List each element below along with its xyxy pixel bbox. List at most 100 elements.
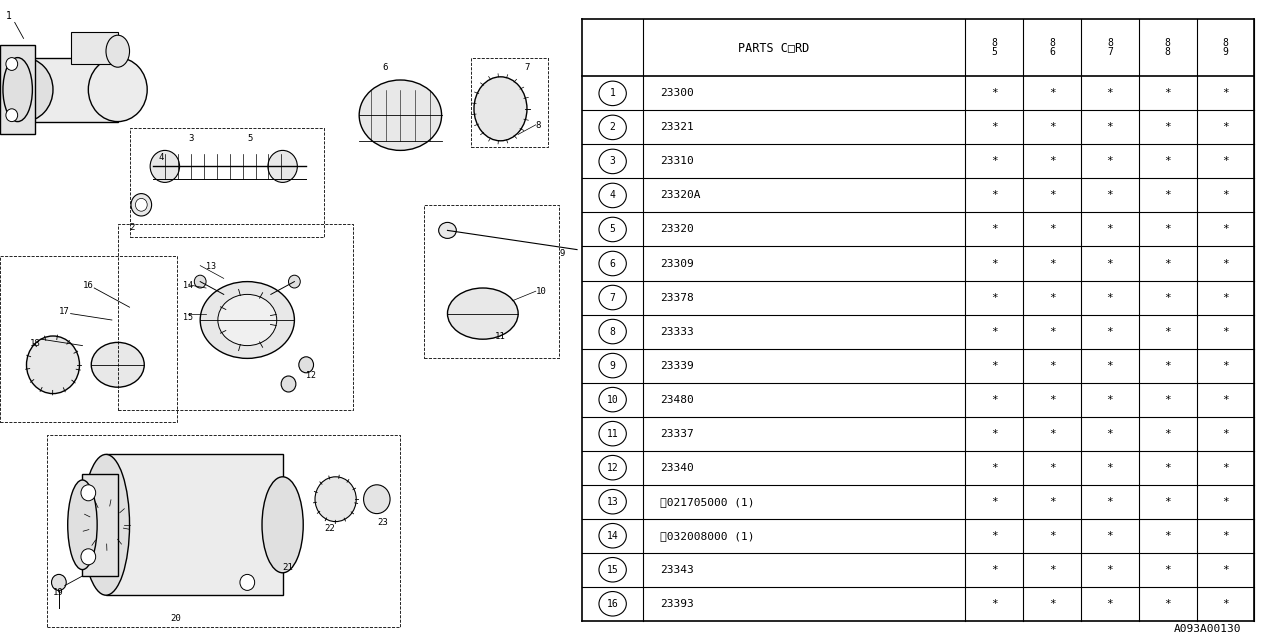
Text: 23321: 23321 — [659, 122, 694, 132]
Text: 18: 18 — [29, 339, 40, 348]
Text: *: * — [1106, 599, 1114, 609]
Text: PARTS C□RD: PARTS C□RD — [739, 41, 809, 54]
Text: *: * — [1165, 225, 1171, 234]
Text: *: * — [991, 360, 997, 371]
Circle shape — [599, 252, 626, 276]
Text: ⓝ021705000 (1): ⓝ021705000 (1) — [659, 497, 754, 507]
Text: 16: 16 — [607, 599, 618, 609]
Text: 1: 1 — [6, 11, 12, 21]
Ellipse shape — [3, 58, 32, 122]
Text: *: * — [991, 225, 997, 234]
Text: *: * — [1106, 156, 1114, 166]
Text: *: * — [991, 292, 997, 303]
Text: 16: 16 — [82, 281, 93, 290]
Text: 23378: 23378 — [659, 292, 694, 303]
Text: 8
9: 8 9 — [1222, 38, 1229, 58]
Text: *: * — [1165, 429, 1171, 438]
Text: *: * — [1048, 156, 1056, 166]
Text: *: * — [1048, 531, 1056, 541]
Text: *: * — [991, 395, 997, 404]
Circle shape — [599, 421, 626, 446]
Text: *: * — [1222, 292, 1229, 303]
Text: 8
8: 8 8 — [1165, 38, 1171, 58]
Text: 11: 11 — [607, 429, 618, 438]
Text: 23339: 23339 — [659, 360, 694, 371]
Ellipse shape — [360, 80, 442, 150]
Text: *: * — [1048, 463, 1056, 473]
Circle shape — [599, 149, 626, 173]
Ellipse shape — [6, 58, 18, 70]
Text: *: * — [1222, 564, 1229, 575]
Text: 17: 17 — [59, 307, 69, 316]
Circle shape — [599, 456, 626, 480]
Text: Ⓦ032008000 (1): Ⓦ032008000 (1) — [659, 531, 754, 541]
Text: *: * — [1048, 88, 1056, 99]
Ellipse shape — [364, 485, 390, 513]
Text: *: * — [1106, 191, 1114, 200]
Text: 2: 2 — [129, 223, 134, 232]
Bar — [106, 454, 283, 595]
Text: *: * — [1222, 191, 1229, 200]
Text: 22: 22 — [324, 524, 334, 533]
Text: *: * — [1106, 259, 1114, 269]
Ellipse shape — [150, 150, 179, 182]
Ellipse shape — [27, 336, 79, 394]
Text: 8
6: 8 6 — [1050, 38, 1055, 58]
Ellipse shape — [136, 198, 147, 211]
Text: *: * — [1222, 599, 1229, 609]
Text: *: * — [991, 88, 997, 99]
Ellipse shape — [195, 275, 206, 288]
Bar — [82, 474, 118, 576]
Text: *: * — [1106, 463, 1114, 473]
Text: 23309: 23309 — [659, 259, 694, 269]
Text: *: * — [1222, 497, 1229, 507]
Text: *: * — [1222, 360, 1229, 371]
Ellipse shape — [315, 477, 356, 522]
Text: 23343: 23343 — [659, 564, 694, 575]
Text: 12: 12 — [306, 371, 316, 380]
Text: 8: 8 — [536, 121, 541, 130]
Text: 4: 4 — [609, 191, 616, 200]
Ellipse shape — [81, 548, 96, 564]
Text: *: * — [991, 156, 997, 166]
Circle shape — [599, 183, 626, 208]
Ellipse shape — [91, 342, 145, 387]
Text: 23320: 23320 — [659, 225, 694, 234]
Text: 6: 6 — [609, 259, 616, 269]
Text: 23300: 23300 — [659, 88, 694, 99]
Text: *: * — [991, 564, 997, 575]
Circle shape — [599, 115, 626, 140]
Text: *: * — [1106, 531, 1114, 541]
Text: *: * — [1106, 360, 1114, 371]
Circle shape — [599, 319, 626, 344]
Text: *: * — [1222, 326, 1229, 337]
Ellipse shape — [6, 109, 18, 122]
Text: *: * — [1222, 531, 1229, 541]
Text: *: * — [1165, 497, 1171, 507]
Text: *: * — [991, 463, 997, 473]
Text: *: * — [1165, 191, 1171, 200]
Text: *: * — [991, 497, 997, 507]
Text: *: * — [1165, 156, 1171, 166]
Text: 9: 9 — [559, 249, 564, 258]
Text: *: * — [1222, 259, 1229, 269]
Text: 3: 3 — [188, 134, 193, 143]
Text: 21: 21 — [283, 563, 293, 572]
Text: *: * — [1048, 292, 1056, 303]
Text: *: * — [1165, 326, 1171, 337]
Text: *: * — [1222, 156, 1229, 166]
Text: 7: 7 — [609, 292, 616, 303]
Text: 23320A: 23320A — [659, 191, 700, 200]
Text: *: * — [1222, 463, 1229, 473]
Ellipse shape — [448, 288, 518, 339]
Text: 8
7: 8 7 — [1107, 38, 1112, 58]
Ellipse shape — [0, 58, 52, 122]
Ellipse shape — [82, 454, 129, 595]
Text: 14: 14 — [607, 531, 618, 541]
Text: *: * — [1106, 225, 1114, 234]
Text: A093A00130: A093A00130 — [1174, 623, 1242, 634]
Circle shape — [599, 524, 626, 548]
Text: *: * — [1106, 564, 1114, 575]
Text: *: * — [1106, 292, 1114, 303]
Text: *: * — [1106, 395, 1114, 404]
